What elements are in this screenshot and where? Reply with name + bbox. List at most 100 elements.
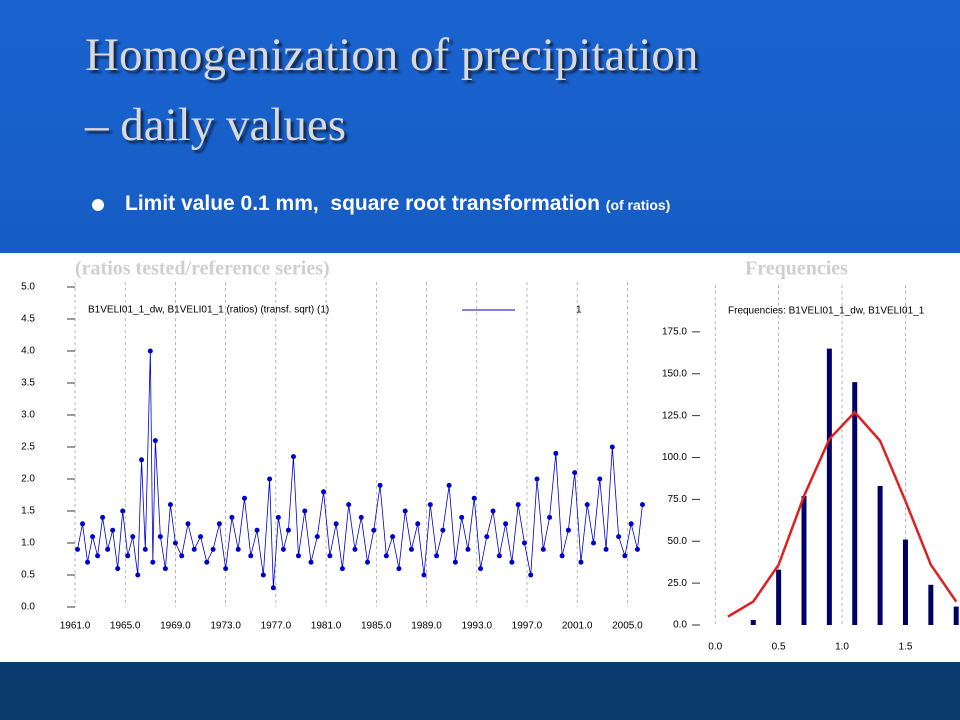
data-point: [100, 514, 106, 520]
data-point: [130, 534, 136, 540]
x-tick-label: 1989.0: [411, 621, 442, 632]
data-point: [275, 514, 281, 520]
data-point: [553, 450, 559, 456]
bullet-text: Limit value 0.1 mm, square root transfor…: [125, 192, 606, 215]
y-tick-label: 3.5: [21, 378, 35, 389]
data-point: [80, 521, 86, 527]
data-point: [591, 540, 597, 546]
data-point: [578, 559, 584, 565]
data-point: [339, 566, 345, 572]
data-point: [628, 521, 634, 527]
data-point: [509, 559, 515, 565]
data-point: [210, 546, 216, 552]
data-point: [172, 540, 178, 546]
data-point: [383, 553, 389, 559]
x-tick-label: 1997.0: [512, 621, 543, 632]
data-point: [565, 527, 571, 533]
data-point: [528, 572, 534, 578]
data-point: [521, 540, 527, 546]
y-tick-label: 75.0: [668, 494, 688, 505]
data-point: [191, 546, 197, 552]
chart-heading: Frequencies: [745, 258, 848, 280]
data-point: [390, 534, 396, 540]
bar: [953, 606, 959, 625]
slide-title: – daily values: [85, 99, 347, 151]
bar: [902, 539, 908, 625]
series-line: [77, 350, 643, 588]
chart-heading: (ratios tested/reference series): [75, 258, 330, 280]
x-tick-label: 1981.0: [311, 621, 342, 632]
data-point: [471, 495, 477, 501]
data-point: [321, 489, 327, 495]
data-point: [597, 476, 603, 482]
bar: [801, 496, 807, 625]
bar: [852, 382, 858, 625]
y-tick-label: 2.0: [21, 474, 35, 485]
y-tick-label: 100.0: [662, 452, 687, 463]
data-point: [204, 559, 210, 565]
data-point: [150, 559, 156, 565]
data-point: [90, 534, 96, 540]
data-point: [267, 476, 273, 482]
data-point: [235, 546, 241, 552]
data-point: [152, 438, 158, 444]
y-tick-label: 150.0: [662, 368, 687, 379]
data-point: [167, 502, 173, 508]
data-point: [223, 566, 229, 572]
y-tick-label: 2.5: [21, 442, 35, 453]
data-point: [254, 527, 260, 533]
data-point: [142, 546, 148, 552]
data-point: [434, 553, 440, 559]
data-point: [609, 444, 615, 450]
y-tick-label: 1.0: [21, 538, 35, 549]
data-point: [459, 514, 465, 520]
x-tick-label: 1965.0: [110, 621, 141, 632]
data-point: [216, 521, 222, 527]
x-tick-label: 1969.0: [160, 621, 191, 632]
y-tick-label: 5.0: [21, 282, 35, 293]
data-point: [162, 566, 168, 572]
data-point: [346, 502, 352, 508]
data-point: [241, 495, 247, 501]
bar: [826, 348, 832, 625]
data-point: [120, 508, 126, 514]
y-tick-label: 0.0: [21, 602, 35, 613]
data-point: [540, 546, 546, 552]
data-point: [396, 566, 402, 572]
data-point: [478, 566, 484, 572]
footer-band: [0, 662, 960, 720]
slide-title: Homogenization of precipitation: [85, 29, 699, 81]
data-point: [534, 476, 540, 482]
data-point: [135, 572, 141, 578]
y-tick-label: 125.0: [662, 410, 687, 421]
data-point: [547, 514, 553, 520]
data-point: [452, 559, 458, 565]
x-tick-label: 1.5: [899, 642, 913, 653]
data-point: [446, 482, 452, 488]
x-tick-label: 1961.0: [60, 621, 91, 632]
data-point: [352, 546, 358, 552]
y-tick-label: 1.5: [21, 506, 35, 517]
data-point: [105, 546, 111, 552]
data-point: [85, 559, 91, 565]
bullet: Limit value 0.1 mm, square root transfor…: [125, 192, 905, 217]
data-point: [496, 553, 502, 559]
fit-curve: [727, 410, 958, 618]
chart-title: B1VELI01_1_dw, B1VELI01_1 (ratios) (tran…: [88, 305, 329, 316]
data-point: [147, 348, 153, 354]
bullet-dot: [92, 199, 104, 211]
x-tick-label: 1985.0: [361, 621, 392, 632]
legend-label: 1: [576, 305, 582, 316]
data-point: [110, 527, 116, 533]
data-point: [280, 546, 286, 552]
data-point: [639, 502, 645, 508]
x-tick-label: 0.5: [772, 642, 786, 653]
data-point: [314, 534, 320, 540]
data-point: [484, 534, 490, 540]
data-point: [185, 521, 191, 527]
bar: [750, 619, 756, 625]
data-point: [402, 508, 408, 514]
data-point: [179, 553, 185, 559]
data-point: [634, 546, 640, 552]
